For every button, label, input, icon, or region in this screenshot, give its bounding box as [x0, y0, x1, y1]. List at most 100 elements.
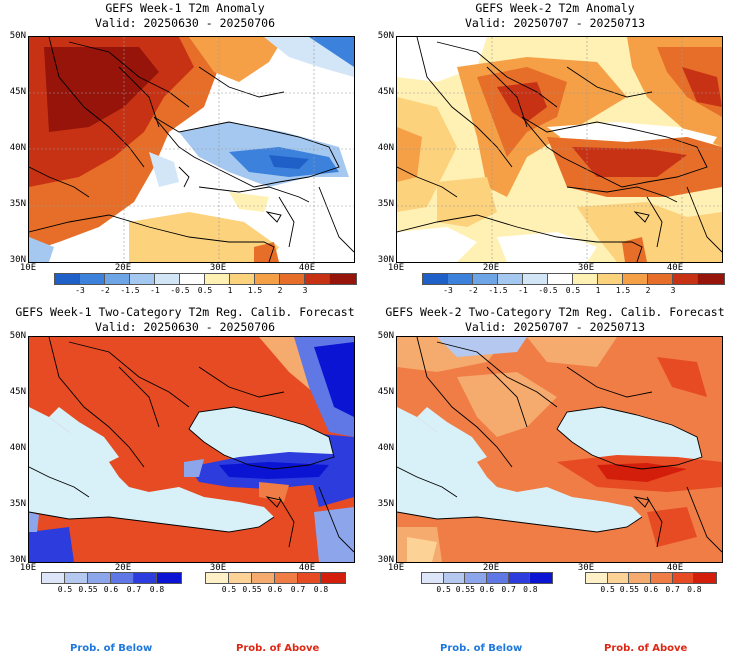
colorbar-swatch [622, 273, 650, 285]
colorbar-swatch [54, 273, 82, 285]
lat-label: 35N [9, 199, 26, 209]
week1-probability-panel: GEFS Week-1 Two-Category T2m Reg. Calib.… [0, 300, 370, 600]
lon-label: 20E [482, 263, 500, 273]
lon-label: 10E [19, 563, 37, 573]
lat-label: 30N [377, 255, 394, 265]
panel-valid-dates: Valid: 20250630 - 20250706 [94, 320, 275, 334]
prob-above-colorbar: 0.5 0.55 0.6 0.7 0.8 [584, 572, 718, 595]
colorbar-swatch [485, 572, 511, 584]
colorbar-label: 0.55 [242, 585, 262, 594]
colorbar-swatch [329, 273, 357, 285]
colorbar-label: -2 [100, 286, 110, 295]
colorbar-swatch [110, 572, 136, 584]
colorbar-label: 0.55 [78, 585, 98, 594]
colorbar-label: -1.5 [120, 286, 140, 295]
colorbar-label: -3 [443, 286, 453, 295]
prob-below-label: Prob. of Below [70, 643, 153, 654]
colorbar-swatch [447, 273, 475, 285]
week2-anomaly-panel: GEFS Week-2 T2m Anomaly Valid: 20250707 … [370, 0, 740, 300]
lat-label: 50N [377, 31, 394, 41]
colorbar-swatch [672, 273, 700, 285]
colorbar-swatch [228, 572, 254, 584]
colorbar-label: 1.5 [615, 286, 631, 295]
prob-above-colorbar: 0.5 0.55 0.6 0.7 0.8 [205, 572, 346, 595]
colorbar-label: 0.6 [479, 585, 495, 594]
lon-label: 40E [298, 563, 316, 573]
panel-title: GEFS Week-2 T2m Anomaly [475, 1, 635, 15]
colorbar-label: -1 [518, 286, 528, 295]
colorbar-swatch [693, 572, 718, 584]
colorbar-swatch [647, 273, 675, 285]
colorbar-label: 0.8 [313, 585, 329, 594]
colorbar-swatch [628, 572, 653, 584]
lat-label: 40N [9, 443, 26, 453]
colorbar-label: -3 [75, 286, 85, 295]
colorbar-label: 0.6 [643, 585, 659, 594]
lon-label: 30E [209, 563, 227, 573]
anomaly-map [28, 36, 355, 263]
colorbar-label: 1.5 [247, 286, 263, 295]
colorbar-label: 0.8 [523, 585, 538, 594]
colorbar-label: 1 [595, 286, 601, 295]
colorbar-swatch [154, 273, 182, 285]
colorbar-swatch [697, 273, 725, 285]
colorbar-label: -0.5 [170, 286, 190, 295]
colorbar-label: 0.8 [149, 585, 165, 594]
lat-label: 30N [9, 555, 26, 565]
lon-label: 20E [482, 563, 500, 573]
lat-label: 35N [9, 499, 26, 509]
colorbar-swatch [671, 572, 696, 584]
colorbar-label: 0.5 [565, 286, 581, 295]
colorbar-swatch [64, 572, 90, 584]
colorbar-swatch [204, 273, 232, 285]
colorbar-label: 0.5 [436, 585, 451, 594]
colorbar-swatch [320, 572, 346, 584]
colorbar-label: 2 [277, 286, 283, 295]
colorbar-label: 3 [670, 286, 676, 295]
colorbar-swatch [606, 572, 631, 584]
panel-title: GEFS Week-1 T2m Anomaly [105, 1, 265, 15]
lat-label: 35N [377, 499, 394, 509]
colorbar-swatch [274, 572, 300, 584]
lat-label: 40N [377, 143, 394, 153]
panel-title: GEFS Week-2 Two-Category T2m Reg. Calib.… [385, 305, 725, 319]
lat-label: 30N [9, 255, 26, 265]
anomaly-colorbar: -3 -2 -1.5 -1 -0.5 0.5 1 1.5 2 3 [422, 273, 725, 296]
colorbar-label: 0.5 [197, 286, 213, 295]
prob-above-label: Prob. of Above [604, 643, 688, 654]
lat-label: 50N [9, 31, 26, 41]
colorbar-swatch [79, 273, 107, 285]
panel-valid-dates: Valid: 20250630 - 20250706 [94, 16, 275, 30]
colorbar-swatch [129, 273, 157, 285]
colorbar-swatch [597, 273, 625, 285]
lon-label: 30E [577, 563, 595, 573]
colorbar-label: 0.7 [665, 585, 680, 594]
lon-label: 10E [387, 563, 405, 573]
colorbar-swatch [649, 572, 675, 584]
probability-map [396, 336, 723, 563]
colorbar-label: 0.6 [103, 585, 119, 594]
lon-label: 10E [19, 263, 37, 273]
probability-map [28, 336, 355, 563]
lon-label: 20E [114, 563, 132, 573]
panel-valid-dates: Valid: 20250707 - 20250713 [464, 16, 645, 30]
prob-below-label: Prob. of Below [440, 643, 523, 654]
lat-label: 45N [377, 87, 394, 97]
colorbar-swatch [87, 572, 113, 584]
colorbar-swatch [133, 572, 159, 584]
colorbar-swatch [279, 273, 307, 285]
prob-above-label: Prob. of Above [236, 643, 320, 654]
colorbar-swatch [254, 273, 282, 285]
colorbar-swatch [420, 572, 446, 584]
prob-below-colorbar: 0.5 0.55 0.6 0.7 0.8 [420, 572, 554, 595]
week1-anomaly-panel: GEFS Week-1 T2m Anomaly Valid: 20250630 … [0, 0, 370, 300]
colorbar-swatch [572, 273, 600, 285]
colorbar-label: -1.5 [488, 286, 508, 295]
lat-label: 45N [377, 387, 394, 397]
colorbar-label: -1 [150, 286, 160, 295]
colorbar-swatch [547, 273, 575, 285]
week2-probability-panel: GEFS Week-2 Two-Category T2m Reg. Calib.… [370, 300, 740, 600]
colorbar-label: 0.5 [57, 585, 73, 594]
lat-label: 40N [9, 143, 26, 153]
lon-label: 40E [666, 563, 684, 573]
